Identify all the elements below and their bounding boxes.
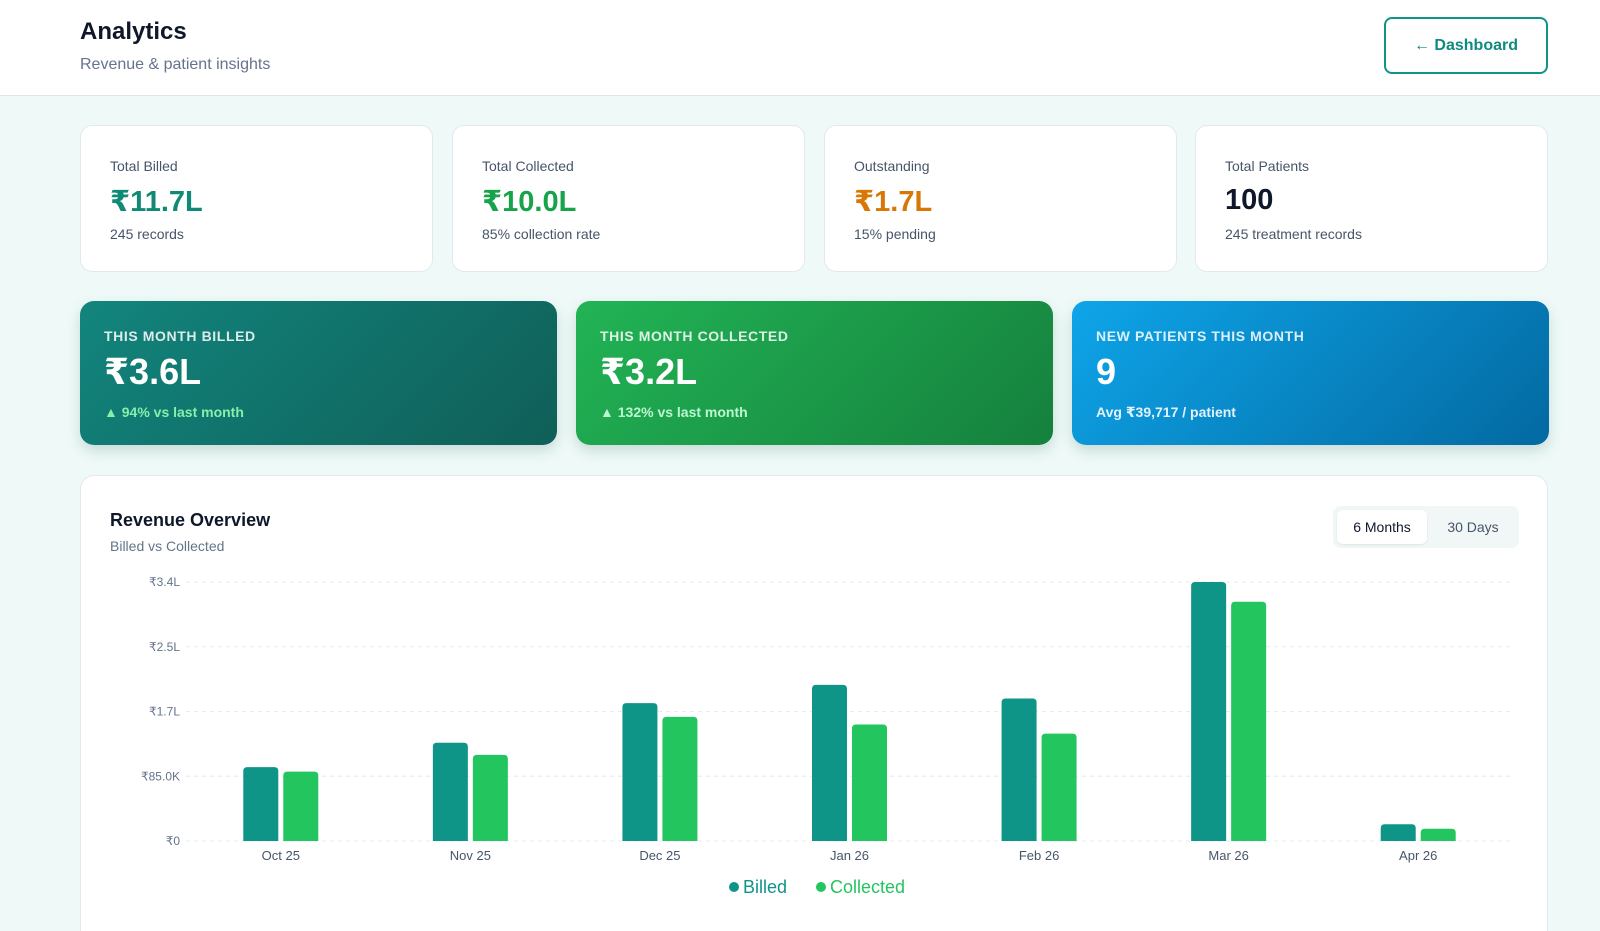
month-card-new-patients: NEW PATIENTS THIS MONTH 9 Avg ₹39,717 / … bbox=[1072, 301, 1549, 445]
bar-billed-mar-26 bbox=[1191, 582, 1227, 841]
month-card-collected: THIS MONTH COLLECTED ₹3.2L ▲ 132% vs las… bbox=[576, 301, 1053, 445]
app-header: Analytics Revenue & patient insights ← D… bbox=[0, 0, 1600, 96]
bar-collected-nov-25 bbox=[472, 754, 508, 841]
month-card-value: 9 bbox=[1096, 351, 1117, 392]
stat-sub: 85% collection rate bbox=[482, 226, 601, 242]
bar-collected-dec-25 bbox=[662, 716, 698, 841]
month-card-value: ₹3.6L bbox=[104, 351, 202, 392]
bar-billed-oct-25 bbox=[243, 767, 279, 841]
bar-collected-apr-26 bbox=[1420, 828, 1456, 841]
x-tick-label: Apr 26 bbox=[1399, 848, 1437, 863]
page-title: Analytics bbox=[80, 18, 187, 45]
revenue-bar-chart: ₹0 ₹85.0K ₹1.7L ₹2.5L ₹3.4L Oct 25 Nov 25 Dec 2… bbox=[141, 575, 1513, 897]
x-tick-label: Jan 26 bbox=[830, 848, 869, 863]
chart-title: Revenue Overview bbox=[110, 510, 271, 530]
month-card-label: NEW PATIENTS THIS MONTH bbox=[1096, 328, 1305, 344]
chart-subtitle: Billed vs Collected bbox=[110, 538, 225, 554]
legend-label-billed: Billed bbox=[743, 877, 787, 897]
stat-sub: 245 treatment records bbox=[1225, 226, 1362, 242]
dashboard-button[interactable]: ← Dashboard bbox=[1384, 17, 1548, 74]
bar-collected-feb-26 bbox=[1041, 733, 1077, 841]
month-card-label: THIS MONTH BILLED bbox=[104, 328, 256, 344]
legend-dot-collected bbox=[816, 882, 826, 892]
stat-card-outstanding: Outstanding ₹1.7L 15% pending bbox=[824, 125, 1177, 272]
range-toggle: 6 Months 30 Days bbox=[1333, 506, 1519, 548]
stat-value: ₹10.0L bbox=[482, 186, 577, 218]
x-tick-label: Dec 25 bbox=[639, 848, 680, 863]
y-tick-label: ₹85.0K bbox=[141, 769, 180, 783]
month-card-trend: ▲ 132% vs last month bbox=[600, 404, 748, 420]
month-card-value: ₹3.2L bbox=[600, 351, 698, 392]
x-tick-label: Feb 26 bbox=[1019, 848, 1059, 863]
revenue-chart-card: Revenue Overview Billed vs Collected 6 M… bbox=[80, 475, 1548, 931]
bar-billed-jan-26 bbox=[812, 684, 847, 841]
legend-label-collected: Collected bbox=[830, 877, 905, 897]
month-card-billed: THIS MONTH BILLED ₹3.6L ▲ 94% vs last mo… bbox=[80, 301, 557, 445]
stat-label: Outstanding bbox=[854, 158, 930, 174]
month-card-label: THIS MONTH COLLECTED bbox=[600, 328, 789, 344]
bar-collected-oct-25 bbox=[283, 771, 319, 841]
stat-sub: 15% pending bbox=[854, 226, 936, 242]
bar-billed-dec-25 bbox=[622, 703, 658, 841]
toggle-30-days[interactable]: 30 Days bbox=[1431, 510, 1515, 544]
stat-value: 100 bbox=[1225, 184, 1274, 216]
stat-label: Total Patients bbox=[1225, 158, 1310, 174]
stat-card-total-patients: Total Patients 100 245 treatment records bbox=[1195, 125, 1548, 272]
y-tick-label: ₹0 bbox=[166, 834, 181, 848]
stat-card-total-collected: Total Collected ₹10.0L 85% collection ra… bbox=[452, 125, 805, 272]
x-tick-label: Oct 25 bbox=[262, 848, 300, 863]
stat-label: Total Billed bbox=[110, 158, 178, 174]
stat-card-total-billed: Total Billed ₹11.7L 245 records bbox=[80, 125, 433, 272]
y-tick-label: ₹1.7L bbox=[149, 705, 180, 719]
page-subtitle: Revenue & patient insights bbox=[80, 56, 271, 73]
bar-billed-feb-26 bbox=[1001, 698, 1037, 841]
bar-collected-mar-26 bbox=[1231, 601, 1267, 841]
y-tick-label: ₹3.4L bbox=[149, 575, 180, 589]
bar-billed-nov-25 bbox=[432, 742, 468, 841]
bar-collected-jan-26 bbox=[852, 724, 887, 841]
stat-value: ₹11.7L bbox=[110, 186, 203, 218]
stat-sub: 245 records bbox=[110, 226, 184, 242]
stat-label: Total Collected bbox=[482, 158, 574, 174]
x-tick-label: Mar 26 bbox=[1208, 848, 1248, 863]
month-card-trend: ▲ 94% vs last month bbox=[104, 404, 244, 420]
y-tick-label: ₹2.5L bbox=[149, 640, 180, 654]
stat-value: ₹1.7L bbox=[854, 186, 933, 218]
month-card-avg: Avg ₹39,717 / patient bbox=[1096, 404, 1236, 420]
toggle-6-months[interactable]: 6 Months bbox=[1337, 510, 1427, 544]
bar-billed-apr-26 bbox=[1380, 824, 1416, 841]
legend-dot-billed bbox=[729, 882, 739, 892]
x-tick-label: Nov 25 bbox=[450, 848, 491, 863]
